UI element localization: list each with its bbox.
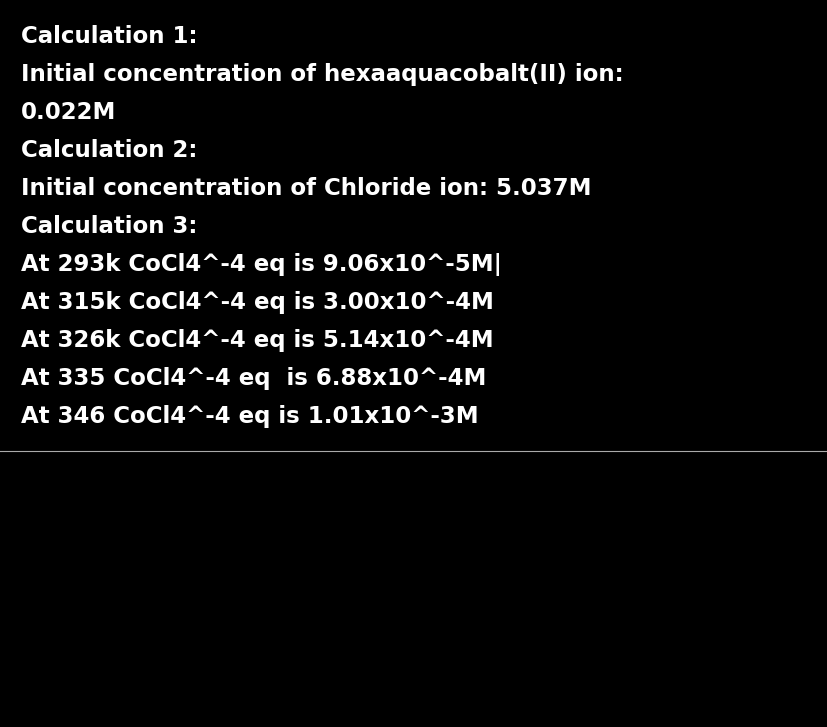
Text: chloride ions from Calculations #1 and #2, and final (equilibrium) concentration: chloride ions from Calculations #1 and #… bbox=[29, 603, 752, 620]
Text: Construct an ICE table using the initial concentrations hexaaquacobalt(II) and: Construct an ICE table using the initial… bbox=[29, 559, 728, 577]
Text: At 293k CoCl4^-4 eq is 9.06x10^-5M|: At 293k CoCl4^-4 eq is 9.06x10^-5M| bbox=[21, 252, 501, 276]
Text: Initial concentration of hexaaquacobalt(II) ion:: Initial concentration of hexaaquacobalt(… bbox=[21, 63, 623, 86]
Text: [Co(H₂O)₆²⁺]ₑⁱ and [Cl⁻]ₑⁱ – equilibrium concentrations: [Co(H₂O)₆²⁺]ₑⁱ and [Cl⁻]ₑⁱ – equilibrium… bbox=[62, 497, 527, 515]
Text: At 335 CoCl4^-4 eq  is 6.88x10^-4M: At 335 CoCl4^-4 eq is 6.88x10^-4M bbox=[21, 366, 485, 390]
Text: 0.022M: 0.022M bbox=[21, 100, 116, 124]
Text: At 346 CoCl4^-4 eq is 1.01x10^-3M: At 346 CoCl4^-4 eq is 1.01x10^-3M bbox=[21, 405, 478, 427]
Text: final equilibrium concentrations of the hexaaquacobalt(II) and chloride ions.: final equilibrium concentrations of the … bbox=[29, 689, 691, 707]
Text: the tetrachlorocobaltate(II) ion from Calculation #3.  Use the table to determin: the tetrachlorocobaltate(II) ion from Ca… bbox=[29, 646, 762, 664]
Text: 4.: 4. bbox=[29, 497, 45, 515]
Text: At 315k CoCl4^-4 eq is 3.00x10^-4M: At 315k CoCl4^-4 eq is 3.00x10^-4M bbox=[21, 291, 493, 313]
Text: At 326k CoCl4^-4 eq is 5.14x10^-4M: At 326k CoCl4^-4 eq is 5.14x10^-4M bbox=[21, 329, 493, 352]
Text: Initial concentration of Chloride ion: 5.037M: Initial concentration of Chloride ion: 5… bbox=[21, 177, 590, 200]
Text: Calculation 3:: Calculation 3: bbox=[21, 214, 197, 238]
Text: Calculation 1:: Calculation 1: bbox=[21, 25, 197, 47]
Text: Calculation 2:: Calculation 2: bbox=[21, 139, 197, 161]
